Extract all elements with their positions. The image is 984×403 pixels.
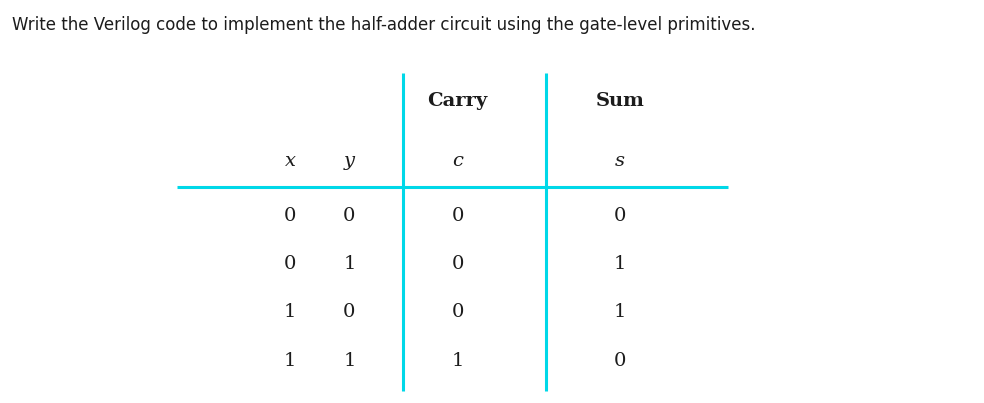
Text: 0: 0 [614, 352, 626, 370]
Text: Write the Verilog code to implement the half-adder circuit using the gate-level : Write the Verilog code to implement the … [12, 16, 756, 34]
Text: 1: 1 [343, 352, 355, 370]
Text: s: s [615, 152, 625, 170]
Text: 0: 0 [284, 207, 296, 224]
Text: y: y [343, 152, 355, 170]
Text: 1: 1 [284, 352, 296, 370]
Text: 0: 0 [452, 255, 463, 273]
Text: 0: 0 [343, 303, 355, 321]
Text: c: c [452, 152, 463, 170]
Text: Carry: Carry [427, 92, 488, 110]
Text: 0: 0 [284, 255, 296, 273]
Text: 1: 1 [614, 255, 626, 273]
Text: 1: 1 [614, 303, 626, 321]
Text: 0: 0 [452, 207, 463, 224]
Text: 1: 1 [343, 255, 355, 273]
Text: 1: 1 [452, 352, 463, 370]
Text: 0: 0 [452, 303, 463, 321]
Text: 1: 1 [284, 303, 296, 321]
Text: Sum: Sum [595, 92, 645, 110]
Text: 0: 0 [614, 207, 626, 224]
Text: x: x [284, 152, 296, 170]
Text: 0: 0 [343, 207, 355, 224]
